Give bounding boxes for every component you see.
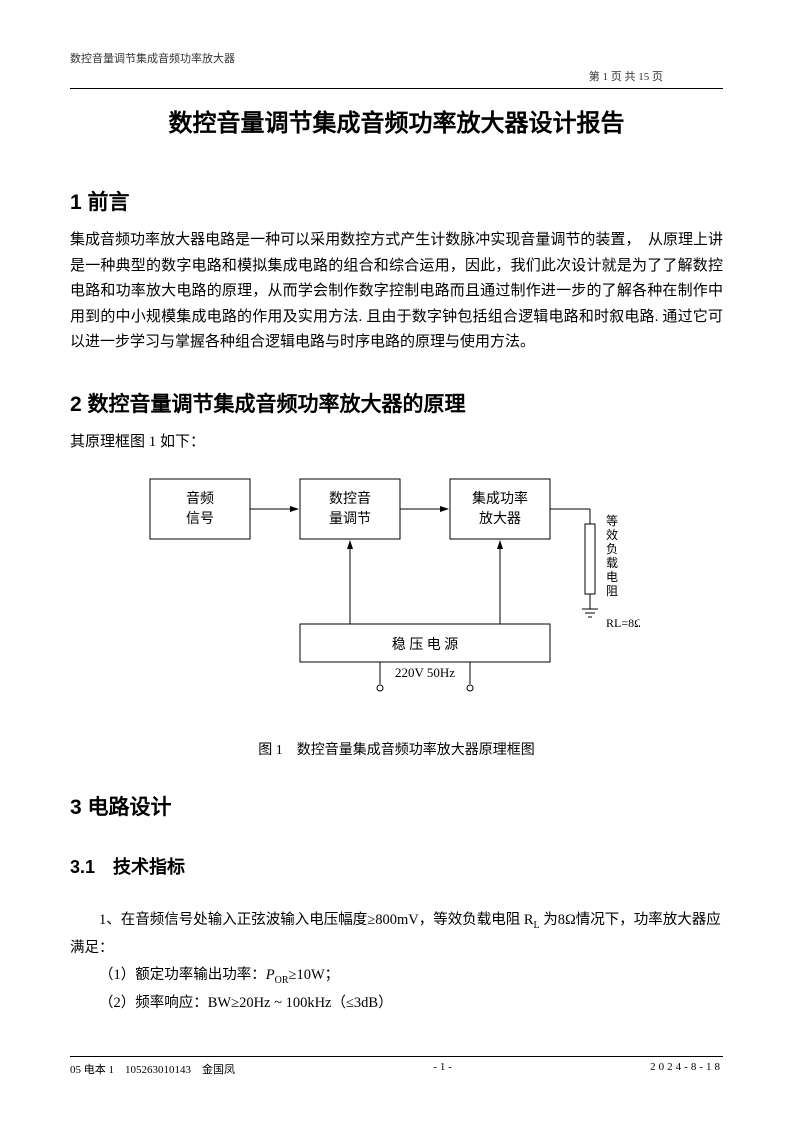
block-amp-l2: 放大器	[479, 511, 521, 527]
block-amp-l1: 集成功率	[472, 490, 528, 507]
section1-heading: 1 前言	[70, 186, 723, 216]
block-audio-l2: 信号	[186, 511, 214, 527]
svg-text:电: 电	[606, 570, 618, 584]
spec-intro: 1、在音频信号处输入正弦波输入电压幅度≥800mV，等效负载电阻 RL 为8Ω情…	[70, 907, 723, 962]
footer-date: 2024-8-18	[650, 1061, 723, 1077]
header-left: 数控音量调节集成音频功率放大器	[70, 50, 723, 66]
footer-rule	[70, 1056, 723, 1057]
header-right: 第 1 页 共 15 页	[70, 68, 723, 84]
spec-item-2: （2）频率响应：BW≥20Hz ~ 100kHz（≤3dB）	[70, 990, 723, 1017]
diagram-svg: 音频 信号 数控音 量调节 集成功率 放大器 等 效 负 载 电 阻 RL=8Ω	[120, 469, 640, 729]
psu-sublabel: 220V 50Hz	[395, 665, 455, 680]
svg-text:效: 效	[606, 527, 618, 542]
section2-heading: 2 数控音量调节集成音频功率放大器的原理	[70, 388, 723, 418]
spec-item-1: （1）额定功率输出功率：POR≥10W；	[70, 962, 723, 990]
section3-1-heading: 3.1 技术指标	[70, 853, 723, 879]
block-audio-l1: 音频	[186, 490, 214, 507]
block-psu: 稳 压 电 源	[392, 637, 459, 653]
block-diagram: 音频 信号 数控音 量调节 集成功率 放大器 等 效 负 载 电 阻 RL=8Ω	[120, 469, 640, 729]
block-vol-l2: 量调节	[329, 511, 371, 527]
page-title: 数控音量调节集成音频功率放大器设计报告	[70, 103, 723, 138]
section2-intro: 其原理框图 1 如下：	[70, 430, 723, 451]
header-rule	[70, 88, 723, 89]
svg-text:等: 等	[606, 514, 618, 528]
footer: 05 电本 1 105263010143 金国凤 - 1 - 2024-8-18	[70, 1056, 723, 1077]
footer-left: 05 电本 1 105263010143 金国凤	[70, 1061, 235, 1077]
svg-text:负: 负	[606, 542, 618, 556]
svg-text:载: 载	[606, 556, 618, 570]
figure-caption: 图 1 数控音量集成音频功率放大器原理框图	[70, 739, 723, 759]
load-rlabel: RL=8Ω	[606, 616, 640, 630]
block-vol-l1: 数控音	[329, 490, 371, 507]
footer-page-number: - 1 -	[433, 1061, 451, 1077]
section3-heading: 3 电路设计	[70, 791, 723, 821]
svg-text:阻: 阻	[606, 584, 618, 598]
section1-body: 集成音频功率放大器电路是一种可以采用数控方式产生计数脉冲实现音量调节的装置， 从…	[70, 228, 723, 356]
